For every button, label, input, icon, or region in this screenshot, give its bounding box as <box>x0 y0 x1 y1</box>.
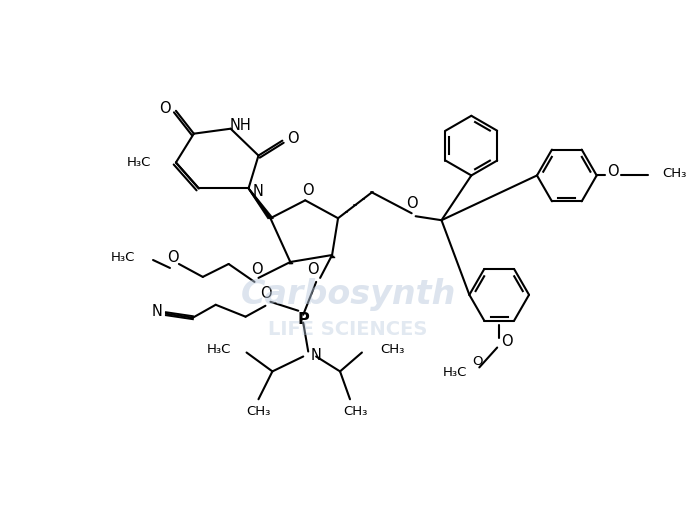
Text: NH: NH <box>230 118 251 133</box>
Text: O: O <box>287 131 299 146</box>
Text: O: O <box>406 196 418 211</box>
Text: O: O <box>302 183 314 198</box>
Text: CH₃: CH₃ <box>380 343 404 356</box>
Text: O: O <box>167 250 179 265</box>
Text: H₃C: H₃C <box>206 343 230 356</box>
Text: H₃C: H₃C <box>443 366 467 379</box>
Text: LIFE SCIENCES: LIFE SCIENCES <box>269 320 427 339</box>
Text: CH₃: CH₃ <box>663 167 687 180</box>
Text: P: P <box>297 312 309 327</box>
Text: O: O <box>251 263 262 278</box>
Text: O: O <box>501 334 513 349</box>
Text: CH₃: CH₃ <box>246 405 271 418</box>
Text: H₃C: H₃C <box>127 156 151 169</box>
Text: O: O <box>472 355 482 368</box>
Text: N: N <box>310 348 322 363</box>
Text: N: N <box>253 184 264 199</box>
Text: N: N <box>152 304 162 319</box>
Text: CH₃: CH₃ <box>342 405 367 418</box>
Text: O: O <box>607 164 618 179</box>
Text: O: O <box>159 101 171 116</box>
Text: O: O <box>260 287 271 301</box>
Text: O: O <box>308 263 319 278</box>
Text: Carbosynth: Carbosynth <box>240 278 456 311</box>
Text: H₃C: H₃C <box>111 251 135 264</box>
